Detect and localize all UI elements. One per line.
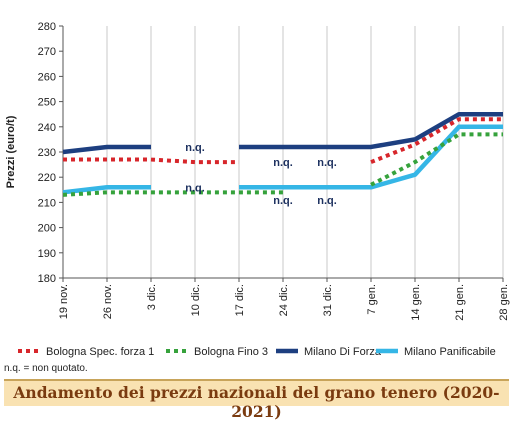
y-tick-label: 250 bbox=[38, 97, 56, 109]
price-chart: 19 nov. 26 nov. 3 dic. 10 dic. 17 dic. 24 dic… bbox=[5, 21, 510, 358]
x-tick-label: 14 gen. bbox=[410, 284, 422, 321]
series-line bbox=[63, 157, 239, 165]
y-tick-label: 230 bbox=[38, 147, 56, 159]
chart-axes: 19 nov. 26 nov. 3 dic. 10 dic. 17 dic. 24 dic… bbox=[38, 21, 510, 321]
x-tick-label: 19 nov. bbox=[58, 284, 70, 319]
x-tick-label: 3 dic. bbox=[146, 284, 158, 310]
chart-caption: Andamento dei prezzi nazionali del grano… bbox=[13, 383, 500, 421]
y-tick-label: 280 bbox=[38, 21, 56, 33]
x-tick-label: 24 dic. bbox=[278, 284, 290, 316]
chart-annotations: n.q. n.q. n.q. n.q. n.q. n.q. bbox=[185, 142, 337, 207]
caption-bar: Andamento dei prezzi nazionali del grano… bbox=[4, 379, 509, 421]
chart-grid bbox=[106, 26, 504, 278]
x-tick-label: 7 gen. bbox=[366, 284, 378, 315]
legend-label: Milano Di Forza bbox=[304, 346, 382, 358]
y-tick-label: 190 bbox=[38, 248, 56, 260]
x-tick-label: 10 dic. bbox=[190, 284, 202, 316]
legend-label: Bologna Fino 3 bbox=[194, 346, 268, 358]
legend-label: Milano Panificabile bbox=[404, 346, 496, 358]
x-tick-label: 31 dic. bbox=[322, 284, 334, 316]
y-tick-label: 180 bbox=[38, 273, 56, 285]
chart-series bbox=[62, 111, 503, 197]
y-axis-label: Prezzi (euro/t) bbox=[5, 115, 17, 188]
y-tick-label: 240 bbox=[38, 122, 56, 134]
nq-annotation: n.q. bbox=[185, 142, 205, 154]
y-tick-label: 220 bbox=[38, 172, 56, 184]
series-line bbox=[370, 132, 503, 187]
x-tick-label: 28 gen. bbox=[498, 284, 510, 321]
y-tick-label: 260 bbox=[38, 71, 56, 83]
footnote: n.q. = non quotato. bbox=[4, 363, 88, 374]
nq-annotation: n.q. bbox=[317, 195, 337, 207]
legend-label: Bologna Spec. forza 1 bbox=[46, 346, 154, 358]
nq-annotation: n.q. bbox=[185, 182, 205, 194]
chart-legend: Bologna Spec. forza 1 Bologna Fino 3 Milan… bbox=[18, 346, 496, 358]
y-tick-label: 270 bbox=[38, 46, 56, 58]
series-line bbox=[62, 190, 283, 197]
series-line bbox=[239, 111, 503, 150]
nq-annotation: n.q. bbox=[273, 195, 293, 207]
x-tick-label: 21 gen. bbox=[454, 284, 466, 321]
series-line bbox=[62, 185, 151, 195]
x-tick-label: 17 dic. bbox=[234, 284, 246, 316]
x-tick-label: 26 nov. bbox=[102, 284, 114, 319]
series-line bbox=[239, 124, 503, 190]
series-line bbox=[62, 144, 151, 155]
series-line bbox=[370, 117, 503, 164]
nq-annotation: n.q. bbox=[273, 157, 293, 169]
nq-annotation: n.q. bbox=[317, 157, 337, 169]
y-tick-label: 210 bbox=[38, 197, 56, 209]
y-tick-label: 200 bbox=[38, 223, 56, 235]
